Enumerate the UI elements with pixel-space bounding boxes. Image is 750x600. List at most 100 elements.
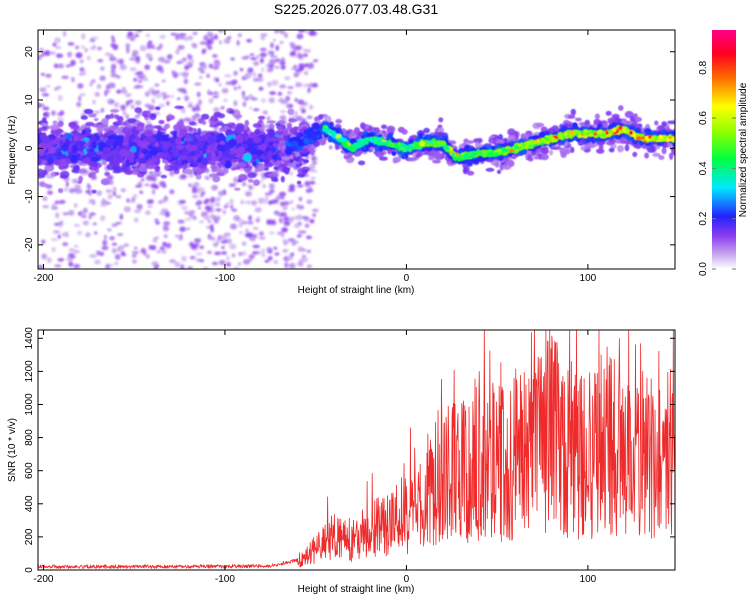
heatmap-cell bbox=[57, 234, 61, 239]
heatmap-cell bbox=[289, 155, 294, 160]
heatmap-cell bbox=[192, 187, 197, 194]
heatmap-cell bbox=[548, 149, 554, 156]
heatmap-cell bbox=[44, 164, 55, 172]
heatmap-cell bbox=[294, 151, 300, 157]
heatmap-cell bbox=[220, 235, 227, 241]
heatmap-cell bbox=[122, 110, 127, 116]
heatmap-cell bbox=[667, 120, 675, 125]
heatmap-cell bbox=[57, 94, 63, 101]
heatmap-cell bbox=[204, 206, 212, 211]
heatmap-cell bbox=[111, 35, 115, 40]
heatmap-cell bbox=[270, 42, 274, 49]
heatmap-cell bbox=[297, 52, 301, 58]
heatmap-cell bbox=[199, 76, 203, 79]
heatmap-cell bbox=[264, 195, 269, 202]
heatmap-cell bbox=[280, 201, 285, 207]
heatmap-cell bbox=[203, 34, 209, 41]
heatmap-cell bbox=[262, 184, 266, 189]
heatmap-cell bbox=[76, 101, 82, 108]
heatmap-cell bbox=[256, 54, 260, 59]
heatmap-cell bbox=[215, 202, 221, 207]
heatmap-cell bbox=[154, 218, 159, 222]
heatmap-cell bbox=[386, 125, 396, 133]
heatmap-cell bbox=[117, 246, 122, 253]
heatmap-cell bbox=[144, 91, 150, 97]
heatmap-cell bbox=[61, 145, 68, 152]
heatmap-cell bbox=[39, 48, 44, 51]
heatmap-cell bbox=[200, 157, 209, 166]
heatmap-cell bbox=[54, 264, 62, 268]
heatmap-cell bbox=[211, 184, 219, 191]
heatmap-cell bbox=[107, 98, 114, 105]
heatmap-cell bbox=[303, 159, 309, 164]
heatmap-cell bbox=[311, 169, 318, 173]
heatmap-cell bbox=[188, 121, 196, 126]
heatmap-cell bbox=[112, 128, 123, 134]
heatmap-cell bbox=[55, 131, 60, 137]
heatmap-cell bbox=[218, 83, 222, 87]
heatmap-cell bbox=[633, 113, 638, 118]
heatmap-cell bbox=[122, 127, 131, 135]
heatmap-cell bbox=[99, 251, 104, 257]
heatmap-cell bbox=[520, 148, 528, 155]
heatmap-cell bbox=[297, 246, 304, 253]
heatmap-cell bbox=[236, 40, 240, 46]
heatmap-cell bbox=[41, 253, 48, 260]
heatmap-cell bbox=[120, 188, 127, 193]
heatmap-cell bbox=[227, 139, 238, 147]
heatmap-cell bbox=[127, 31, 134, 37]
heatmap-cell bbox=[248, 215, 253, 221]
heatmap-cell bbox=[234, 125, 245, 133]
heatmap-cell bbox=[112, 191, 117, 197]
heatmap-cell bbox=[295, 68, 303, 73]
heatmap-cell bbox=[59, 139, 64, 146]
heatmap-cell bbox=[123, 206, 131, 213]
heatmap-cell bbox=[159, 181, 166, 187]
heatmap-cell bbox=[90, 135, 97, 142]
heatmap-cell bbox=[306, 249, 312, 253]
heatmap-cell bbox=[231, 208, 238, 212]
heatmap-cell bbox=[81, 129, 86, 135]
heatmap-cell bbox=[38, 172, 42, 179]
heatmap-cell bbox=[674, 136, 675, 138]
heatmap-cell bbox=[160, 92, 167, 96]
heatmap-cell bbox=[100, 215, 106, 222]
heatmap-cell bbox=[170, 32, 177, 36]
heatmap-cell bbox=[131, 130, 140, 135]
heatmap-cell bbox=[124, 243, 129, 247]
heatmap-cell bbox=[260, 36, 266, 41]
heatmap-cell bbox=[154, 142, 160, 148]
heatmap-cell bbox=[154, 83, 160, 87]
heatmap-cell bbox=[58, 63, 64, 69]
heatmap-cell bbox=[239, 218, 244, 225]
heatmap-cell bbox=[280, 175, 285, 183]
heatmap-cell bbox=[111, 100, 115, 104]
heatmap-cell bbox=[297, 99, 305, 105]
heatmap-cell bbox=[158, 119, 165, 125]
heatmap-cell bbox=[213, 219, 219, 224]
heatmap-cell bbox=[44, 174, 53, 179]
heatmap-cell bbox=[310, 176, 316, 180]
heatmap-cell bbox=[114, 254, 121, 260]
heatmap-cell bbox=[135, 146, 140, 152]
heatmap-cell bbox=[177, 97, 181, 101]
heatmap-cell bbox=[216, 121, 225, 126]
heatmap-cell bbox=[75, 45, 80, 50]
heatmap-cell bbox=[249, 131, 257, 138]
heatmap-cell bbox=[93, 117, 99, 122]
heatmap-cell bbox=[166, 101, 170, 106]
heatmap-cell bbox=[273, 246, 278, 250]
heatmap-cell bbox=[122, 141, 130, 147]
heatmap-cell bbox=[79, 67, 85, 72]
heatmap-cell bbox=[296, 184, 304, 188]
heatmap-cell bbox=[101, 245, 109, 251]
heatmap-cell bbox=[249, 53, 255, 57]
heatmap-cell bbox=[88, 172, 93, 178]
heatmap-cell bbox=[91, 141, 97, 149]
heatmap-cell bbox=[119, 213, 124, 220]
heatmap-cell bbox=[138, 165, 148, 172]
heatmap-cell bbox=[243, 153, 252, 162]
heatmap-cell bbox=[175, 137, 182, 145]
heatmap-cell bbox=[250, 57, 257, 61]
heatmap-cell bbox=[151, 44, 155, 50]
